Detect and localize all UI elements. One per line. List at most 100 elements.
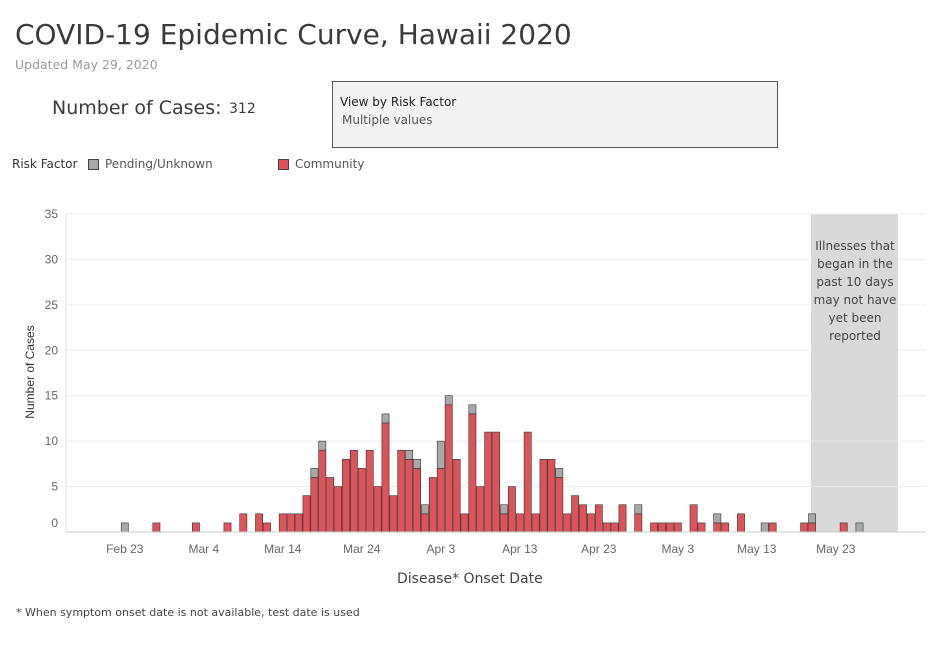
bar-community[interactable] [326, 477, 335, 533]
y-tick-label: 0 [51, 516, 58, 530]
bar-community[interactable] [357, 468, 366, 533]
bar-community[interactable] [310, 477, 319, 533]
y-tick-label: 10 [45, 434, 59, 448]
bar-community[interactable] [405, 459, 414, 533]
bar-community[interactable] [342, 459, 350, 533]
bar-community[interactable] [563, 513, 572, 533]
x-tick-label: Mar 24 [343, 542, 381, 556]
bar-pending[interactable] [808, 513, 816, 524]
bar-community[interactable] [286, 513, 295, 533]
bar-community[interactable] [318, 449, 327, 533]
x-axis-title: Disease* Onset Date [397, 571, 543, 587]
bar-pending[interactable] [413, 459, 421, 469]
bar-community[interactable] [507, 486, 516, 533]
bar-community[interactable] [452, 459, 461, 533]
bar-community[interactable] [839, 522, 848, 533]
bar-community[interactable] [255, 513, 263, 533]
bar-community[interactable] [152, 522, 161, 533]
bar-community[interactable] [468, 413, 477, 533]
bar-pending[interactable] [713, 513, 722, 524]
bar-community[interactable] [223, 522, 232, 533]
bar-community[interactable] [602, 522, 611, 533]
bar-community[interactable] [665, 522, 674, 533]
bar-community[interactable] [349, 449, 358, 533]
bar-community[interactable] [610, 522, 619, 533]
cases-count: 312 [229, 101, 256, 117]
bar-community[interactable] [192, 522, 200, 533]
bar-pending[interactable] [318, 440, 327, 451]
bar-pending[interactable] [421, 504, 429, 515]
bar-community[interactable] [586, 513, 595, 533]
bar-pending[interactable] [555, 468, 564, 478]
bar-community[interactable] [555, 477, 564, 533]
bar-community[interactable] [294, 513, 303, 533]
bar-community[interactable] [571, 495, 579, 533]
footnote: * When symptom onset date is not availab… [16, 606, 360, 619]
filter-value[interactable]: Multiple values [342, 113, 433, 127]
legend-swatch-community [278, 159, 289, 170]
y-tick-label: 5 [51, 480, 58, 494]
bar-pending[interactable] [468, 404, 477, 415]
bar-community[interactable] [397, 449, 406, 533]
recent-cases-note-text: Illnesses that began in the past 10 days… [813, 239, 897, 343]
bar-community[interactable] [634, 513, 643, 533]
bar-pending[interactable] [634, 504, 643, 515]
bar-community[interactable] [428, 477, 437, 533]
bar-community[interactable] [539, 459, 548, 533]
bar-community[interactable] [547, 459, 556, 533]
bar-community[interactable] [523, 431, 532, 533]
bar-community[interactable] [594, 504, 603, 533]
bar-pending[interactable] [436, 440, 445, 469]
legend-item-pending[interactable]: Pending/Unknown [88, 157, 213, 171]
bar-community[interactable] [492, 431, 500, 533]
bar-community[interactable] [263, 522, 271, 533]
bar-community[interactable] [239, 513, 248, 533]
bar-community[interactable] [737, 513, 745, 533]
bar-community[interactable] [650, 522, 658, 533]
bar-community[interactable] [618, 504, 627, 533]
bar-community[interactable] [476, 486, 485, 533]
legend-swatch-pending [88, 159, 99, 170]
bar-pending[interactable] [500, 504, 508, 515]
bar-community[interactable] [531, 513, 540, 533]
legend-label-community: Community [295, 157, 365, 171]
bar-community[interactable] [389, 495, 398, 533]
filter-title: View by Risk Factor [340, 95, 457, 109]
bar-community[interactable] [689, 504, 698, 533]
bar-community[interactable] [713, 522, 722, 533]
bar-community[interactable] [365, 449, 374, 533]
bar-community[interactable] [768, 522, 777, 533]
bar-pending[interactable] [855, 522, 864, 533]
bar-community[interactable] [421, 513, 429, 533]
bar-pending[interactable] [120, 522, 129, 533]
bar-pending[interactable] [444, 395, 453, 406]
bar-community[interactable] [381, 422, 390, 533]
bar-pending[interactable] [760, 522, 769, 533]
risk-factor-filter[interactable]: View by Risk Factor Multiple values [332, 81, 778, 148]
bar-community[interactable] [808, 522, 816, 533]
bar-pending[interactable] [405, 449, 414, 460]
bar-community[interactable] [278, 513, 287, 533]
bar-community[interactable] [484, 431, 493, 533]
updated-date: Updated May 29, 2020 [15, 57, 158, 72]
bar-pending[interactable] [381, 413, 390, 424]
bar-community[interactable] [515, 513, 524, 533]
x-tick-label: Mar 4 [188, 542, 219, 556]
bar-community[interactable] [334, 486, 342, 533]
bar-community[interactable] [673, 522, 682, 533]
bar-community[interactable] [444, 404, 453, 533]
bar-community[interactable] [800, 522, 809, 533]
bar-pending[interactable] [310, 468, 319, 478]
bar-community[interactable] [436, 468, 445, 533]
bar-community[interactable] [373, 486, 382, 533]
legend-item-community[interactable]: Community [278, 157, 364, 171]
bar-community[interactable] [500, 513, 508, 533]
y-tick-label: 30 [45, 252, 59, 266]
bar-community[interactable] [413, 468, 421, 533]
bar-community[interactable] [658, 522, 666, 533]
bar-community[interactable] [460, 513, 469, 533]
bar-community[interactable] [721, 522, 730, 533]
bar-community[interactable] [302, 495, 311, 533]
bar-community[interactable] [579, 504, 587, 533]
bar-community[interactable] [697, 522, 706, 533]
